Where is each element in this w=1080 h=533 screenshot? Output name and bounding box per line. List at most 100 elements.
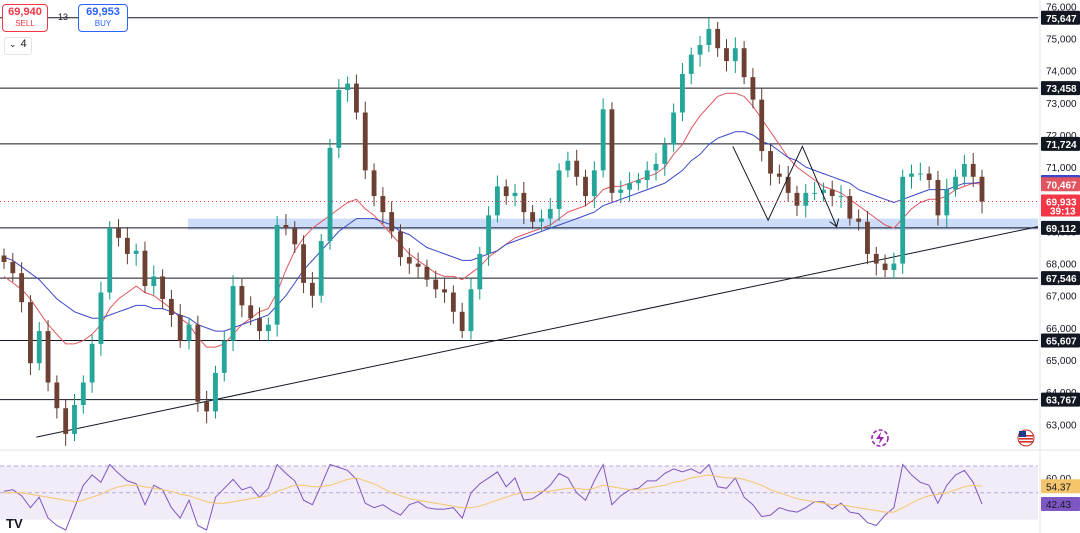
candle-body [345, 83, 351, 90]
lightning-icon[interactable] [871, 429, 889, 447]
price-tick-label: 65,000 [1046, 356, 1077, 367]
candle-body [556, 170, 562, 209]
candle-body [371, 170, 377, 197]
candle-body [644, 170, 650, 180]
candle-body [292, 228, 298, 245]
candle-body [36, 331, 42, 364]
level-axis-box [1041, 392, 1080, 407]
buy-price: 69,953 [86, 6, 120, 18]
candle-body [759, 99, 765, 152]
level-axis-box [1041, 10, 1080, 25]
candle-body [98, 292, 104, 344]
candle-body [398, 231, 403, 258]
candle-body [565, 160, 571, 171]
candle-body [204, 401, 210, 412]
candle-body [732, 48, 738, 62]
candle-body [926, 173, 932, 180]
horizontal-levels [0, 17, 1038, 401]
candle-body [820, 189, 826, 193]
candle-body [107, 228, 113, 293]
candle-body [142, 250, 148, 287]
rsi-line [3, 463, 983, 531]
candle-body [803, 192, 809, 206]
candle-body [512, 192, 518, 197]
candle-body [688, 54, 694, 74]
candle-body [662, 144, 668, 164]
candle-body [274, 225, 280, 325]
level-axis-box [1041, 333, 1080, 348]
candle-body [653, 163, 659, 171]
candle-body [882, 263, 888, 270]
candle-body [389, 212, 395, 232]
indicators-toggle-button[interactable]: ⌄ 4 [4, 37, 32, 55]
candle-body [486, 215, 492, 254]
candle-body [776, 173, 782, 177]
us-flag-icon[interactable] [1017, 429, 1035, 447]
candle-body [539, 218, 544, 222]
candle-body [168, 298, 174, 315]
candle-body [309, 282, 315, 296]
price-axis-markers: 75,647 73,458 71,724 69,112 67,546 65,607 63,7… [1041, 10, 1080, 407]
candle-body [891, 263, 897, 270]
buy-button[interactable]: 69,953 BUY [78, 4, 128, 32]
price-tick-label: 71,000 [1046, 163, 1077, 174]
candle-body [785, 176, 791, 193]
forecast-arrowhead [829, 218, 840, 228]
candle-body [680, 73, 685, 113]
sell-price: 69,940 [8, 6, 42, 18]
candle-body [627, 183, 632, 190]
price-tick-label: 73,000 [1046, 99, 1077, 110]
level-axis-box [1041, 136, 1080, 151]
candle-body [635, 180, 641, 184]
chevron-down-icon: ⌄ [9, 39, 17, 49]
candle-body [900, 176, 906, 264]
candle-body [829, 189, 835, 197]
candle-body [970, 163, 976, 177]
rsi-marker-box [1041, 497, 1080, 512]
candle-body [257, 318, 262, 332]
level-axis-label: 65,607 [1046, 336, 1077, 347]
candle-body [521, 192, 527, 213]
candle-body [459, 311, 465, 332]
level-axis-label: 75,647 [1046, 14, 1077, 25]
candle-body [812, 192, 818, 194]
candle-body [19, 273, 25, 303]
candle-body [415, 263, 421, 267]
candle-body [494, 186, 500, 216]
candle-body [865, 221, 870, 254]
candle-body [468, 289, 474, 332]
candle-body [433, 279, 439, 290]
moving-averages [3, 92, 983, 348]
level-axis-box [1041, 220, 1080, 235]
candle-body [10, 261, 16, 274]
forecast-zigzag [732, 145, 838, 227]
price-marker-countdown: 39:13 [1050, 206, 1076, 217]
candle-body [406, 257, 412, 264]
sell-button[interactable]: 69,940 SELL [2, 4, 48, 32]
candle-body [794, 192, 800, 206]
level-axis-box [1041, 271, 1080, 286]
candle-body [336, 90, 342, 148]
price-tick-label: 67,000 [1046, 292, 1077, 303]
candle-body [706, 28, 712, 45]
candle-body [979, 176, 985, 202]
candle-body [600, 109, 606, 171]
spread-value: 13 [58, 12, 69, 22]
candle-body [847, 196, 853, 219]
candle-body [354, 83, 359, 113]
candle-body [301, 244, 306, 283]
candle-body [768, 151, 773, 174]
candle-body [239, 286, 245, 306]
price-marker-label: 70,467 [1046, 180, 1077, 191]
candle-body [442, 289, 447, 293]
candle-body [424, 266, 430, 280]
candle-body [609, 109, 615, 193]
support-zone-rect [188, 218, 1038, 230]
ma-red-line [3, 92, 983, 348]
candle-body [195, 324, 201, 402]
candle-body [80, 382, 86, 405]
candle-body [935, 180, 941, 216]
candle-body [45, 331, 51, 383]
